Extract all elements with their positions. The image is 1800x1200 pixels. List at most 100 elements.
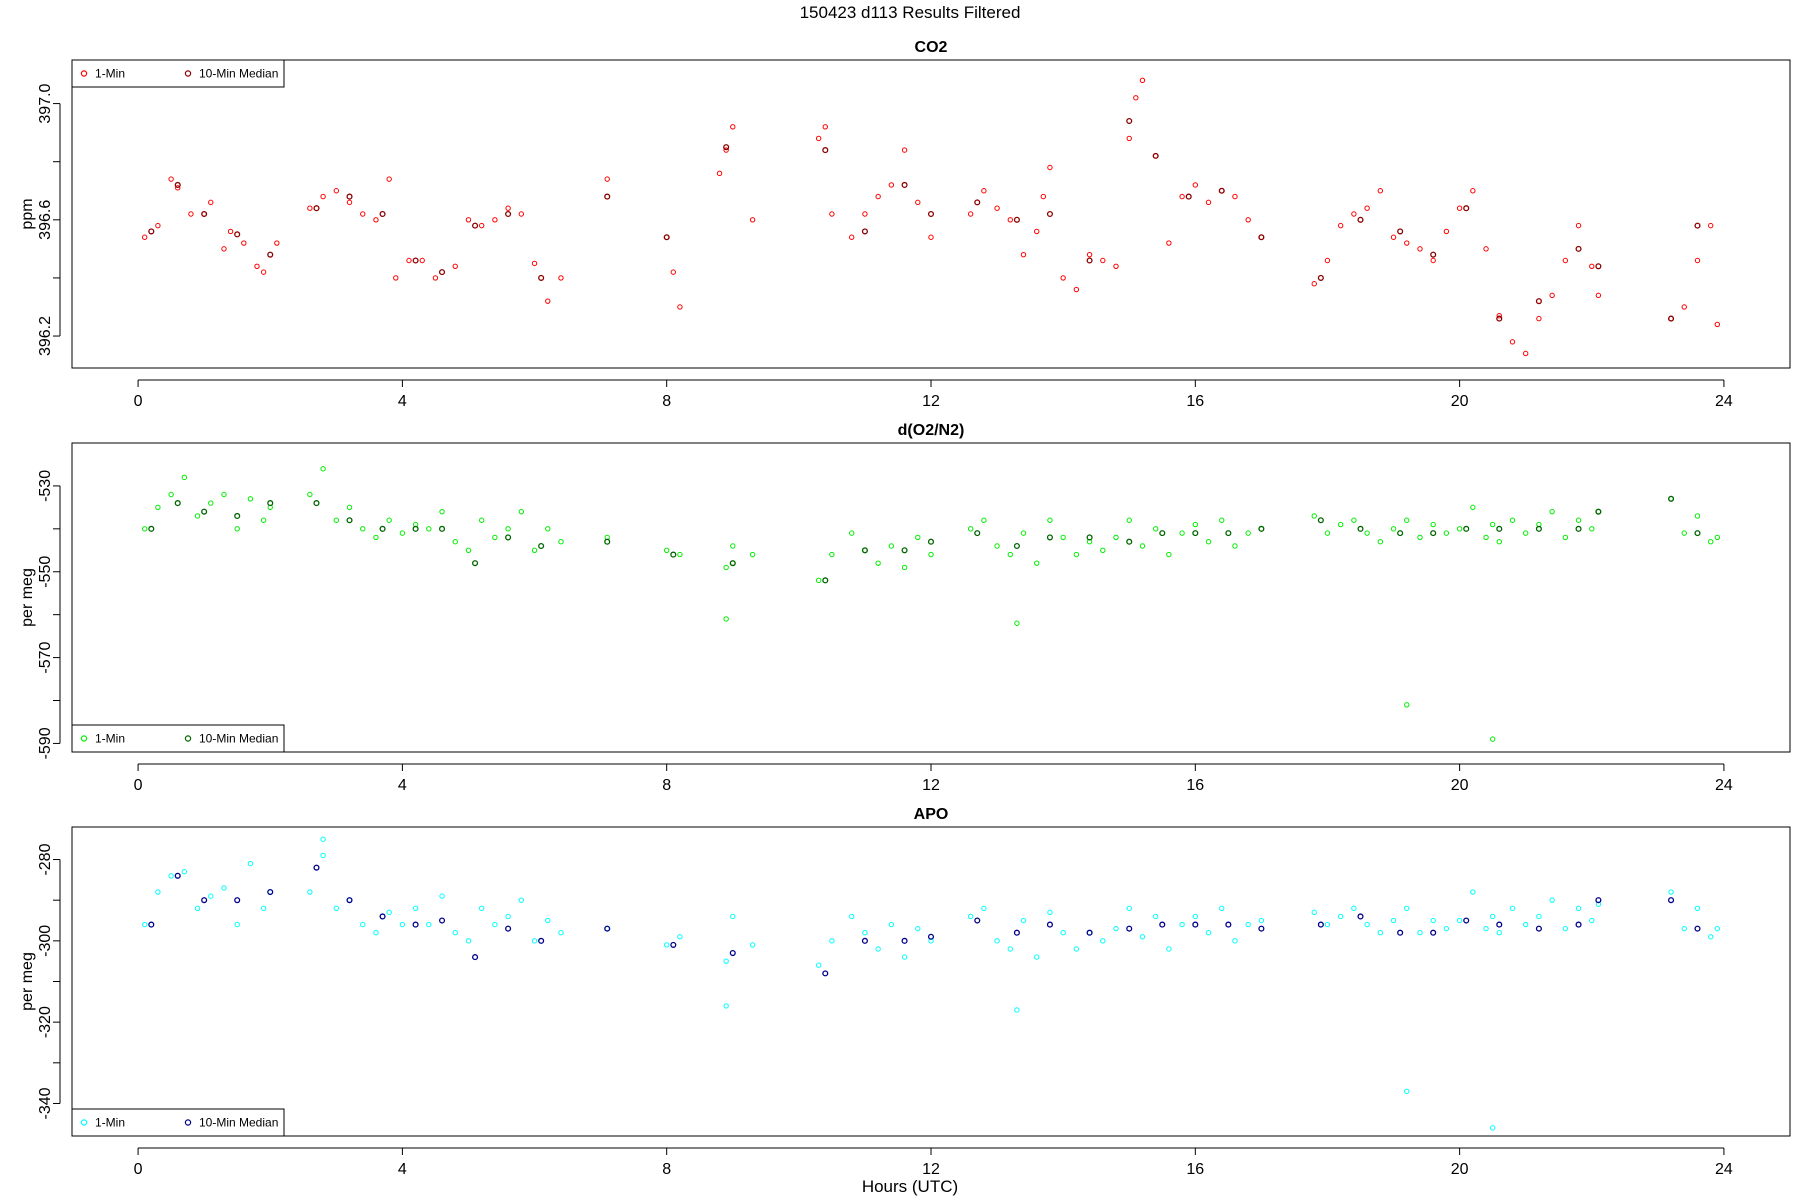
median-point <box>1258 925 1265 932</box>
data-point <box>478 222 485 229</box>
data-point <box>465 938 472 944</box>
data-point <box>1483 246 1489 252</box>
data-point <box>320 852 326 859</box>
median-point <box>1258 234 1265 241</box>
data-point <box>386 909 392 916</box>
data-point <box>1060 275 1066 281</box>
data-point <box>1139 543 1146 549</box>
y-tick-label: -340 <box>37 1087 54 1119</box>
data-point <box>928 234 934 240</box>
data-point <box>1443 530 1450 536</box>
y-axis: -590 -570 -550 -530 <box>37 470 61 759</box>
median-point <box>313 205 320 212</box>
data-point <box>492 921 498 928</box>
data-point <box>208 500 214 506</box>
x-tick-label: 20 <box>1451 1161 1469 1178</box>
data-point <box>320 836 326 842</box>
data-point <box>1595 292 1602 299</box>
data-point <box>1489 736 1496 742</box>
series-1-min <box>141 466 1721 742</box>
median-point <box>1430 530 1437 537</box>
median-point <box>901 181 908 188</box>
legend-marker <box>184 735 192 742</box>
data-point <box>1470 504 1476 511</box>
data-point <box>1417 246 1423 252</box>
median-point <box>1258 525 1265 532</box>
data-point <box>175 185 181 191</box>
data-point <box>168 176 174 182</box>
median-point <box>472 222 479 229</box>
data-point <box>439 508 445 515</box>
y-tick-label: 396.2 <box>37 316 54 356</box>
data-point <box>716 170 723 177</box>
data-point <box>1489 1125 1496 1131</box>
data-point <box>208 893 214 899</box>
data-point <box>1166 240 1172 246</box>
x-axis-label: Hours (UTC) <box>862 1177 958 1196</box>
data-point <box>1219 905 1225 912</box>
data-point <box>141 526 148 532</box>
x-tick-label: 4 <box>398 1161 407 1178</box>
y-axis: 396.2 396.6 397.0 <box>37 83 61 356</box>
data-point <box>1483 534 1489 541</box>
data-point <box>1417 930 1423 936</box>
data-point <box>829 211 835 217</box>
data-point <box>967 211 974 217</box>
data-point <box>1404 905 1410 912</box>
data-point <box>1483 925 1489 932</box>
data-point <box>1562 925 1569 932</box>
data-points <box>141 77 1721 357</box>
data-point <box>307 205 313 211</box>
median-point <box>148 921 155 928</box>
data-point <box>439 893 445 899</box>
x-tick-label: 16 <box>1186 777 1204 794</box>
data-point <box>1470 188 1476 194</box>
median-point <box>1357 216 1364 223</box>
data-point <box>1047 164 1053 171</box>
median-point <box>604 193 611 200</box>
median-point <box>505 210 512 218</box>
data-point <box>1351 211 1357 217</box>
median-point <box>379 525 386 532</box>
data-point <box>247 860 254 867</box>
median-point <box>234 231 241 238</box>
data-point <box>1324 530 1331 536</box>
median-point <box>234 897 241 904</box>
data-point <box>1575 222 1582 229</box>
legend-label: 1-Min <box>95 1116 125 1130</box>
data-point <box>723 958 729 964</box>
data-point <box>426 921 432 928</box>
data-point <box>333 905 340 912</box>
median-point <box>901 547 908 554</box>
median-point <box>1086 534 1093 541</box>
data-point <box>194 513 201 519</box>
median-point <box>346 193 353 200</box>
y-tick-label: -530 <box>37 470 54 502</box>
median-point <box>1225 530 1232 537</box>
y-tick-label: -320 <box>37 1006 54 1038</box>
median-point <box>148 525 155 532</box>
median-point <box>1317 517 1324 524</box>
median-point <box>1046 534 1053 541</box>
x-tick-label: 12 <box>922 393 940 410</box>
data-point <box>1192 913 1199 920</box>
median-point <box>472 560 479 567</box>
data-point <box>1456 526 1463 532</box>
data-point <box>254 263 260 270</box>
data-point <box>901 147 908 153</box>
data-point <box>1708 539 1714 545</box>
x-tick-label: 0 <box>134 1161 143 1178</box>
data-point <box>412 905 419 912</box>
median-point <box>1126 117 1133 125</box>
data-point <box>981 188 987 194</box>
data-point <box>1311 513 1317 519</box>
median-point <box>1192 921 1199 928</box>
data-point <box>478 905 485 912</box>
x-tick-label: 16 <box>1186 1161 1204 1178</box>
median-point <box>267 251 274 258</box>
data-point <box>670 269 676 275</box>
data-point <box>1014 1007 1020 1013</box>
data-point <box>452 263 458 270</box>
median-point <box>412 525 419 532</box>
panel-title: APO <box>914 806 949 823</box>
